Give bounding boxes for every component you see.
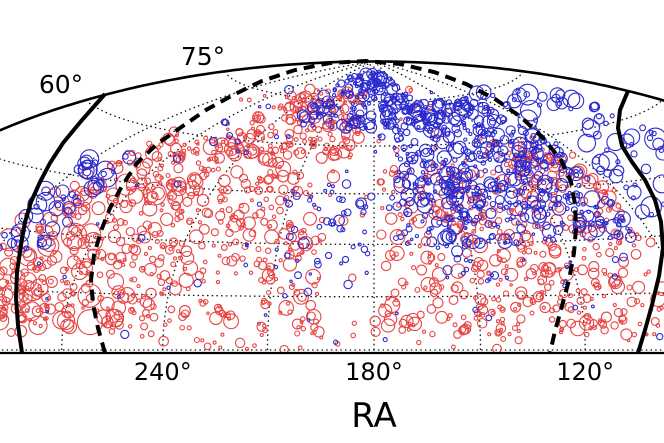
- points-blue-polar-band: [296, 67, 430, 134]
- x-tick-label-120: 120°: [556, 358, 614, 386]
- graticule-ra-270: [61, 62, 368, 351]
- graticule-ra-90: [380, 62, 664, 259]
- solid-curve-right: [615, 90, 664, 354]
- points-blue-mid-clumps: [273, 179, 510, 280]
- dec-label-75deg: 75°: [181, 42, 225, 71]
- points-blue-right-edge: [468, 83, 664, 220]
- graticule-dec-75: [224, 71, 524, 103]
- x-tick-label-180: 180°: [345, 358, 403, 386]
- graticule-ra-210: [266, 63, 372, 350]
- x-tick-label-240: 240°: [134, 358, 192, 386]
- points-blue-sprinkle: [36, 84, 664, 345]
- points-red-bottom-strip: [108, 305, 546, 355]
- points-red-main-band: [0, 126, 343, 335]
- dec-label-60deg: 60°: [39, 70, 83, 99]
- dashed-great-circle: [88, 58, 579, 354]
- points-red-polar-left: [220, 83, 368, 160]
- x-axis-title: RA: [351, 396, 397, 436]
- graticule-ra-300: [0, 62, 366, 248]
- points-blue-main-ne: [381, 95, 637, 250]
- solid-curve-left: [13, 92, 107, 354]
- graticule-dec-30: [0, 227, 664, 246]
